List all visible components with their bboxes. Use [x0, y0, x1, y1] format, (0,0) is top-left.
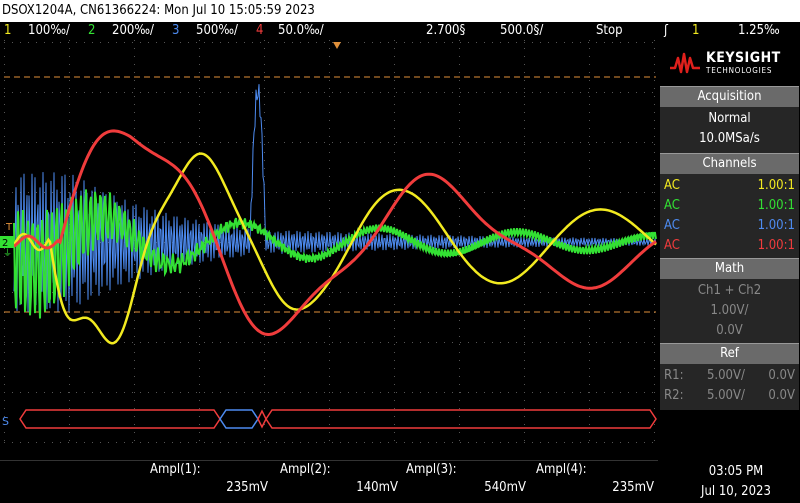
trigger-level[interactable]: 1.25‰: [738, 23, 780, 38]
ch4-scale[interactable]: 50.0‰/: [278, 23, 324, 38]
measurement-ampl-4[interactable]: Ampl(4): 235mV: [536, 462, 654, 495]
channel-row[interactable]: AC 1.00:1: [660, 236, 799, 256]
ch3-number[interactable]: 3: [172, 23, 180, 38]
measurement-label: Ampl(1):: [150, 462, 201, 477]
serial-bus-decode[interactable]: [19, 409, 657, 429]
math-header[interactable]: Math: [660, 258, 799, 279]
measurement-label: Ampl(4):: [536, 462, 587, 477]
channels-header[interactable]: Channels: [660, 153, 799, 174]
acquisition-panel[interactable]: Normal 10.0MSa/s: [660, 107, 799, 153]
measurement-value: 140mV: [356, 480, 398, 495]
ch2-ground-marker: 2: [2, 238, 8, 249]
channel-probe: 1.00:1: [757, 198, 795, 213]
clock: 03:05 PM Jul 10, 2023: [676, 462, 796, 502]
ch2-number[interactable]: 2: [88, 23, 96, 38]
horizontal-delay[interactable]: 2.700§: [426, 23, 466, 38]
ground-icon: ⏚: [3, 248, 12, 259]
channel-probe: 1.00:1: [757, 238, 795, 253]
ref-header[interactable]: Ref: [660, 343, 799, 364]
channel-row[interactable]: AC 1.00:1: [660, 176, 799, 196]
ch4-trace: [13, 129, 657, 337]
waveform-traces: [12, 84, 657, 345]
channel-probe: 1.00:1: [757, 178, 795, 193]
keysight-wave-icon: [670, 52, 700, 74]
trigger-level-marker[interactable]: T: [5, 222, 13, 233]
clock-time: 03:05 PM: [708, 464, 764, 479]
status-bar: 1 100‰/ 2 200‰/ 3 500‰/ 4 50.0‰/ 2.700§ …: [0, 22, 800, 40]
math-expression: Ch1 + Ch2: [697, 283, 762, 298]
clock-date: Jul 10, 2023: [701, 484, 771, 499]
channel-coupling: AC: [664, 238, 680, 253]
channel-coupling: AC: [664, 178, 680, 193]
acquisition-header[interactable]: Acquisition: [660, 86, 799, 107]
divider: [0, 460, 658, 461]
ch2-trace: [13, 189, 657, 319]
measurement-ampl-2[interactable]: Ampl(2): 140mV: [280, 462, 398, 495]
measurement-label: Ampl(3):: [406, 462, 457, 477]
serial-bus-marker: S: [2, 415, 9, 428]
trigger-source[interactable]: 1: [692, 23, 700, 38]
ch4-number[interactable]: 4: [256, 23, 264, 38]
brand-name: KEYSIGHT: [706, 50, 781, 66]
ch3-scale[interactable]: 500‰/: [196, 23, 238, 38]
acquisition-mode: Normal: [708, 111, 751, 126]
measurement-value: 540mV: [484, 480, 526, 495]
waveform-display[interactable]: S T 2 ⏚: [0, 40, 658, 444]
measurement-ampl-1[interactable]: Ampl(1): 235mV: [150, 462, 268, 495]
right-sidebar: KEYSIGHT TECHNOLOGIES Acquisition Normal…: [660, 42, 799, 442]
channels-panel[interactable]: AC 1.00:1 AC 1.00:1 AC 1.00:1 AC 1.00:1: [660, 174, 799, 258]
ref-name: R1:: [664, 368, 684, 383]
channel-probe: 1.00:1: [757, 218, 795, 233]
keysight-logo: KEYSIGHT TECHNOLOGIES: [660, 42, 799, 86]
measurement-bar: Ampl(1): 235mV Ampl(2): 140mV Ampl(3): 5…: [0, 460, 800, 503]
trigger-position-marker[interactable]: [333, 42, 341, 49]
ref-row[interactable]: R1: 5.00V/0.0V: [660, 366, 799, 386]
ref-row[interactable]: R2: 5.00V/0.0V: [660, 386, 799, 406]
ref-panel[interactable]: R1: 5.00V/0.0V R2: 5.00V/0.0V: [660, 364, 799, 410]
channel-coupling: AC: [664, 198, 680, 213]
ch1-number[interactable]: 1: [4, 23, 12, 38]
sample-rate: 10.0MSa/s: [699, 131, 760, 146]
measurement-value: 235mV: [612, 480, 654, 495]
brand-sub: TECHNOLOGIES: [706, 66, 773, 75]
ch2-scale[interactable]: 200‰/: [112, 23, 154, 38]
channel-coupling: AC: [664, 218, 680, 233]
window-title: DSOX1204A, CN61366224: Mon Jul 10 15:05:…: [0, 0, 800, 22]
ch2-ground-marker-box[interactable]: [0, 236, 14, 248]
run-state[interactable]: Stop: [596, 23, 623, 38]
ch1-scale[interactable]: 100‰/: [28, 23, 70, 38]
math-panel[interactable]: Ch1 + Ch2 1.00V/ 0.0V: [660, 279, 799, 343]
measurement-value: 235mV: [226, 480, 268, 495]
math-scale: 1.00V/: [710, 303, 749, 318]
ch1-trace: [12, 152, 657, 345]
channel-row[interactable]: AC 1.00:1: [660, 196, 799, 216]
timebase-scale[interactable]: 500.0§/: [500, 23, 544, 38]
ref-scale: 5.00V/: [706, 368, 745, 383]
ref-offset: 0.0V: [768, 388, 795, 403]
math-offset: 0.0V: [716, 323, 743, 338]
ref-scale: 5.00V/: [706, 388, 745, 403]
measurement-ampl-3[interactable]: Ampl(3): 540mV: [406, 462, 526, 495]
channel-row[interactable]: AC 1.00:1: [660, 216, 799, 236]
ref-name: R2:: [664, 388, 684, 403]
measurement-label: Ampl(2):: [280, 462, 331, 477]
ref-offset: 0.0V: [768, 368, 795, 383]
graticule: [4, 40, 655, 443]
trigger-edge-icon: ʃ: [664, 23, 668, 38]
